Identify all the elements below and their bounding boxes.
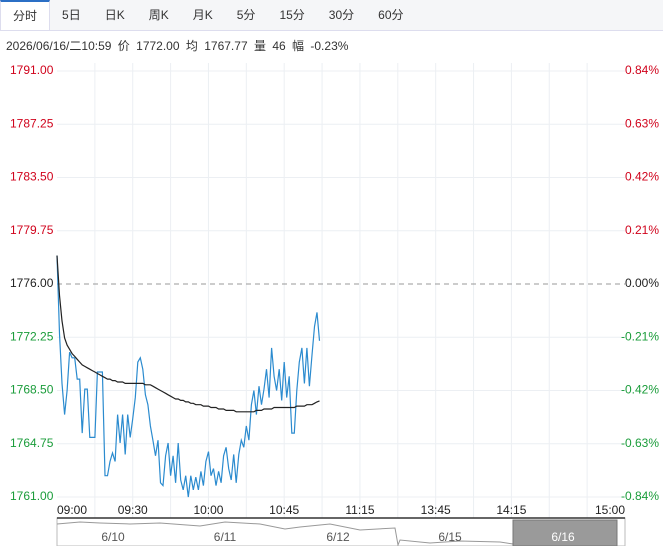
y-tick-label: 1783.50 <box>10 170 54 184</box>
navigator-selection[interactable] <box>512 519 618 546</box>
avg-label: 均 <box>185 39 198 53</box>
tab[interactable]: 5分 <box>236 8 256 22</box>
x-tick-label: 10:45 <box>269 503 299 517</box>
info-line: 2026/06/16/二10:59 价 1772.00 均 1767.77 量 … <box>6 37 351 54</box>
price: 1772.00 <box>136 39 180 53</box>
y-tick-label: 1772.25 <box>10 329 54 343</box>
navigator-date: 6/15 <box>438 530 462 544</box>
y-tick-label: 1764.75 <box>10 436 54 450</box>
y2-tick-label: 0.42% <box>625 170 659 184</box>
x-tick-label: 11:15 <box>345 503 374 517</box>
y2-tick-label: 0.63% <box>625 116 659 130</box>
vol: 46 <box>272 39 286 53</box>
tab[interactable]: 15分 <box>279 8 305 22</box>
x-tick-label: 10:00 <box>193 503 223 517</box>
time: 2026/06/16/二10:59 <box>6 39 112 53</box>
amp: -0.23% <box>310 39 349 53</box>
x-tick-label: 13:45 <box>421 503 451 517</box>
navigator-date: 6/12 <box>326 530 350 544</box>
vol-label: 量 <box>253 39 266 53</box>
y-tick-label: 1776.00 <box>10 276 54 290</box>
tab[interactable]: 分时 <box>0 0 51 30</box>
y2-tick-label: 0.21% <box>625 223 659 237</box>
tab[interactable]: 月K <box>192 8 213 22</box>
tab[interactable]: 60分 <box>378 8 404 22</box>
y2-tick-label: 0.00% <box>625 276 659 290</box>
navigator-date: 6/10 <box>101 530 125 544</box>
y2-tick-label: -0.42% <box>621 383 659 397</box>
y2-tick-label: -0.21% <box>621 329 659 343</box>
x-tick-label: 09:00 <box>57 503 87 517</box>
navigator-date: 6/16 <box>551 530 575 544</box>
y-tick-label: 1791.00 <box>10 63 54 77</box>
price-label: 价 <box>117 39 130 53</box>
y2-tick-label: 0.84% <box>625 63 659 77</box>
y-tick-label: 1768.50 <box>10 383 54 397</box>
navigator-date: 6/11 <box>214 530 237 544</box>
navigator-line <box>56 521 514 546</box>
y-tick-label: 1779.75 <box>10 223 54 237</box>
x-tick-label: 09:30 <box>118 503 148 517</box>
amp-label: 幅 <box>292 39 305 53</box>
tab[interactable]: 日K <box>104 8 125 22</box>
y2-tick-label: -0.84% <box>621 489 659 503</box>
tab[interactable]: 30分 <box>328 8 355 22</box>
x-tick-label: 14:15 <box>496 503 526 517</box>
price-line <box>56 255 321 498</box>
tab[interactable]: 5日 <box>62 8 81 22</box>
y-tick-label: 1787.25 <box>10 116 54 130</box>
avg: 1767.77 <box>204 39 248 53</box>
y2-tick-label: -0.63% <box>621 436 659 450</box>
price-line <box>56 255 320 413</box>
tab-bar: 分时 5日 日K 周K 月K 5分 15分 30分 60分 <box>0 0 663 31</box>
x-tick-label: 15:00 <box>595 503 625 517</box>
tab[interactable]: 周K <box>148 8 169 22</box>
y-tick-label: 1761.00 <box>10 489 54 503</box>
